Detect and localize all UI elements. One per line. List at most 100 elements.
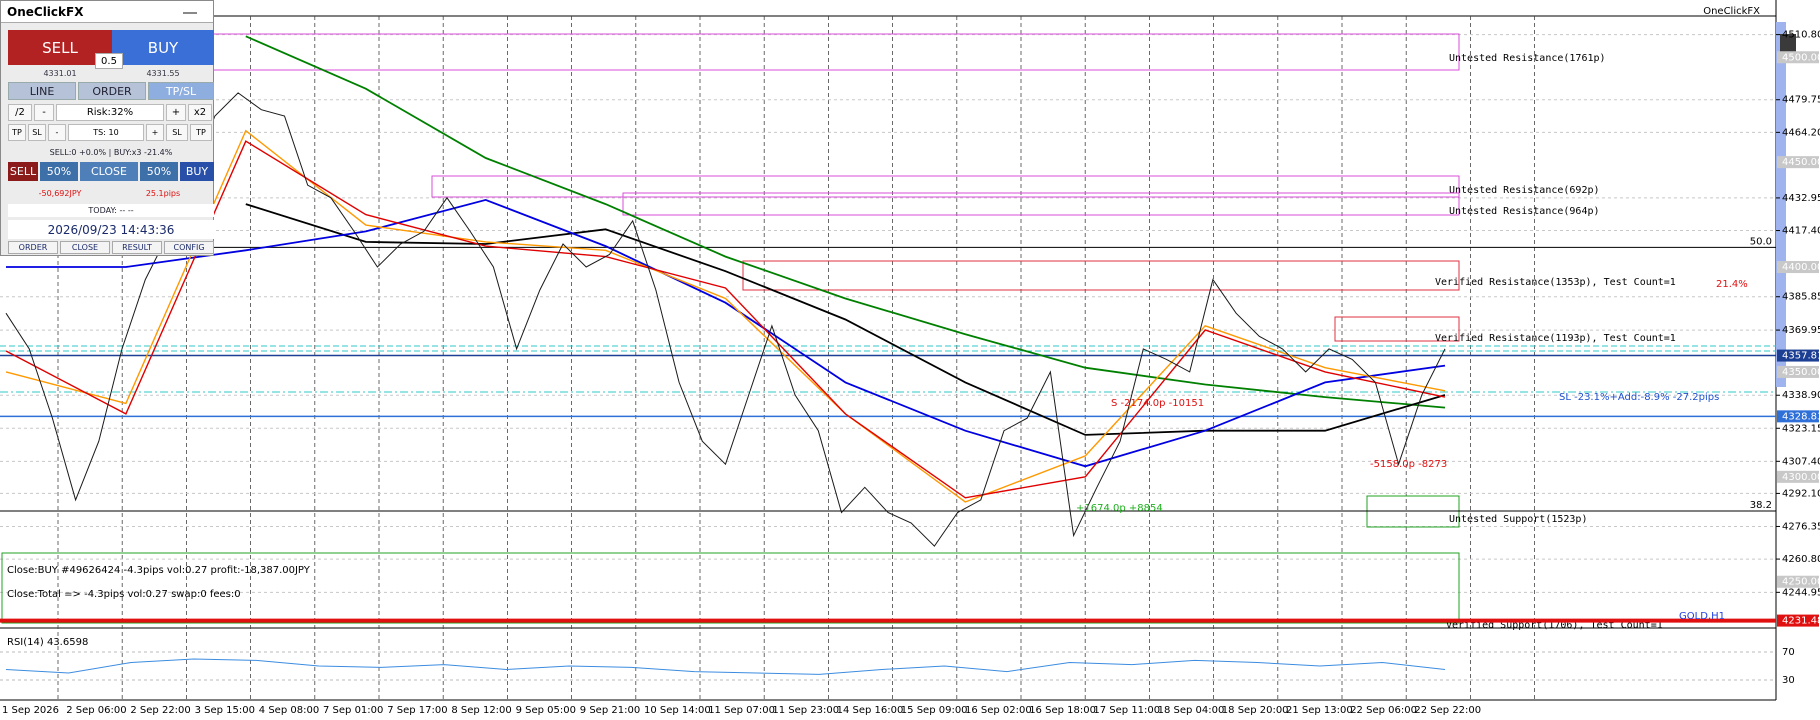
time-label: 16 Sep 18:00 (1029, 705, 1096, 716)
message: Close:Total => -4.3pips vol:0.27 swap:0 … (7, 589, 241, 600)
y-tick-label: 4307.40 (1782, 456, 1820, 467)
zone-label: Untested Support(1523p) (1449, 514, 1587, 525)
control-button[interactable]: x2 (188, 104, 212, 121)
footer-button[interactable]: ORDER (8, 241, 58, 254)
y-tick-label: 4276.35 (1782, 521, 1820, 532)
control-button[interactable]: TP (8, 124, 26, 141)
zone-box (431, 175, 1460, 198)
y-tick-label: 4338.90 (1782, 390, 1820, 401)
rsi-tick-label: 30 (1782, 675, 1795, 686)
fib-label: 50.0 (1750, 236, 1772, 247)
time-label: 15 Sep 09:00 (901, 705, 968, 716)
time-label: 16 Sep 02:00 (965, 705, 1032, 716)
time-label: 4 Sep 08:00 (259, 705, 319, 716)
price-tag-label: 4300.00 (1782, 472, 1820, 483)
zone-label: Untested Resistance(692p) (1449, 185, 1600, 196)
scale-highlight (1776, 22, 1786, 387)
time-label: 22 Sep 22:00 (1414, 705, 1481, 716)
price-tag (1777, 261, 1819, 274)
today-result: TODAY: -- -- (8, 204, 214, 217)
y-tick-label: 4417.40 (1782, 226, 1820, 237)
price-tag-label: 4231.48 (1782, 616, 1820, 627)
control-button[interactable]: TP (190, 124, 212, 141)
risk-label: 21.4% (1716, 279, 1748, 290)
price-tag-label: 4357.81 (1782, 351, 1820, 362)
close-control[interactable]: 50% (140, 162, 178, 181)
lot-size[interactable]: 0.5 (95, 53, 123, 69)
buy-button[interactable]: BUY (112, 30, 214, 65)
close-control[interactable]: BUY (180, 162, 214, 181)
footer-button[interactable]: CLOSE (60, 241, 110, 254)
minimize-button[interactable] (183, 4, 197, 14)
control-button[interactable]: Risk:32% (56, 104, 164, 121)
zone-label: Verified Support(1706), Test Count=1 (1446, 620, 1663, 631)
tab[interactable]: TP/SL (148, 82, 214, 100)
price-tag-label: 4500.00 (1782, 52, 1820, 63)
position-status: SELL:0 +0.0% | BUY:x3 -21.4% (49, 147, 173, 157)
moving-average (5, 129, 1446, 503)
price-tag (1777, 410, 1819, 423)
control-button[interactable]: - (48, 124, 66, 141)
footer-button[interactable]: CONFIG (164, 241, 214, 254)
control-button[interactable]: /2 (8, 104, 32, 121)
price-line (5, 92, 1446, 547)
footer-button[interactable]: RESULT (112, 241, 162, 254)
close-control[interactable]: SELL (8, 162, 38, 181)
y-tick-label: 4510.80 (1782, 30, 1820, 41)
time-label: 18 Sep 04:00 (1158, 705, 1225, 716)
time-label: 7 Sep 17:00 (387, 705, 447, 716)
time-label: 2 Sep 06:00 (66, 705, 126, 716)
zone-box (1, 552, 1460, 624)
trade-label: -5158.0p -8273 (1370, 459, 1447, 470)
control-button[interactable]: + (166, 104, 186, 121)
control-button[interactable]: TS: 10 (68, 124, 144, 141)
bid-price: 4331.01 (43, 68, 77, 78)
sell-button[interactable]: SELL (8, 30, 112, 65)
time-label: 17 Sep 11:00 (1093, 705, 1160, 716)
y-tick-label: 4292.10 (1782, 488, 1820, 499)
trade-label: +1674.0p +8854 (1076, 503, 1163, 514)
control-button[interactable]: - (34, 104, 54, 121)
price-tag (1777, 365, 1819, 378)
price-tag-label: 4350.00 (1782, 367, 1820, 378)
time-label: 9 Sep 05:00 (516, 705, 576, 716)
price-tag (1777, 575, 1819, 588)
tab[interactable]: ORDER (78, 82, 146, 100)
y-tick-label: 4464.20 (1782, 127, 1820, 138)
zone-box (1334, 316, 1460, 342)
y-tick-label: 4479.75 (1782, 95, 1820, 106)
panel-title: OneClickFX (1, 1, 213, 23)
price-tag (1777, 349, 1819, 362)
time-label: 22 Sep 06:00 (1350, 705, 1417, 716)
control-button[interactable]: SL (28, 124, 46, 141)
rsi-tick-label: 70 (1782, 647, 1795, 658)
zone-label: Verified Resistance(1353p), Test Count=1 (1435, 277, 1676, 288)
trade-panel: OneClickFX SELL BUY 0.5 4331.01 4331.55 LINE OR… (0, 0, 214, 256)
control-button[interactable]: SL (166, 124, 188, 141)
rsi-label: RSI(14) 43.6598 (7, 637, 88, 648)
y-tick-label: 4369.95 (1782, 325, 1820, 336)
time-label: 18 Sep 20:00 (1222, 705, 1289, 716)
price-tag-label: 4328.83 (1782, 411, 1820, 422)
moving-average (6, 198, 1446, 468)
time-label: 7 Sep 01:00 (323, 705, 383, 716)
control-button[interactable]: + (146, 124, 164, 141)
close-control[interactable]: 50% (40, 162, 78, 181)
corner-label: OneClickFX (1703, 6, 1760, 17)
time-label: 11 Sep 23:00 (772, 705, 839, 716)
profit-loss: -50,692JPY (38, 188, 82, 198)
zone-label: Untested Resistance(1761p) (1449, 53, 1606, 64)
close-control[interactable]: CLOSE (80, 162, 138, 181)
price-tag (1777, 614, 1819, 627)
close-button[interactable] (199, 4, 211, 18)
pips: 25.1pips (145, 188, 181, 198)
scale-icon (1780, 34, 1796, 52)
datetime: 2026/09/23 14:43:36 (8, 220, 214, 239)
time-label: 9 Sep 21:00 (580, 705, 640, 716)
tab[interactable]: LINE (8, 82, 76, 100)
time-label: 8 Sep 12:00 (451, 705, 511, 716)
fib-label: 38.2 (1750, 500, 1772, 511)
time-label: 11 Sep 07:00 (708, 705, 775, 716)
